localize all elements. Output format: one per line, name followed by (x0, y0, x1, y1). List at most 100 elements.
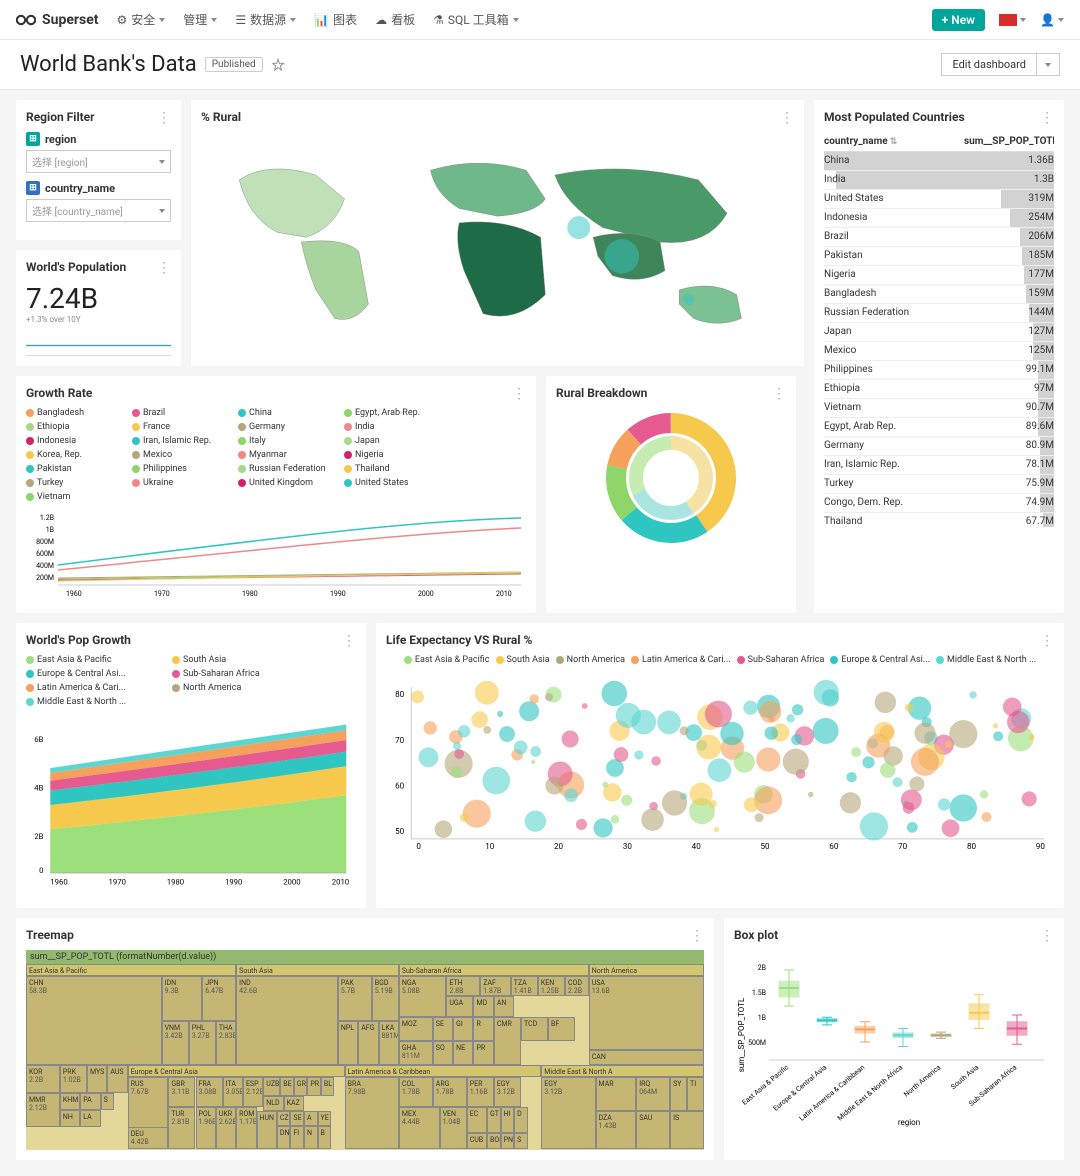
legend-item[interactable]: Iran, Islamic Rep. (132, 436, 232, 446)
table-row[interactable]: Japan127M (824, 323, 1054, 342)
legend-item[interactable]: Latin America & Cari... (631, 655, 731, 665)
svg-text:1980: 1980 (167, 878, 184, 887)
legend-item[interactable]: Nigeria (344, 450, 444, 460)
panel-menu-icon[interactable] (690, 928, 704, 944)
legend-item[interactable]: Korea, Rep. (26, 450, 126, 460)
legend-item[interactable]: Pakistan (26, 464, 126, 474)
panel-menu-icon[interactable] (1040, 928, 1054, 944)
table-row[interactable]: Egypt, Arab Rep.89.6M (824, 418, 1054, 437)
table-row[interactable]: Brazil206M (824, 228, 1054, 247)
panel-menu-icon[interactable] (157, 260, 171, 276)
growth-line-chart[interactable]: 1.2B 1B 800M 600M 400M 200M 1960 1970 19… (26, 510, 526, 600)
country-select[interactable]: 选择 [country_name] (26, 199, 171, 222)
nav-charts[interactable]: 📊图表 (314, 11, 357, 28)
table-row[interactable]: Iran, Islamic Rep.78.1M (824, 456, 1054, 475)
panel-menu-icon[interactable] (1040, 633, 1054, 649)
legend-item[interactable]: North America (556, 655, 625, 665)
legend-item[interactable]: Middle East & North ... (936, 655, 1036, 665)
star-icon[interactable] (271, 58, 285, 72)
legend-item[interactable]: Sub-Saharan Africa (172, 669, 312, 679)
legend-item[interactable]: Brazil (132, 408, 232, 418)
legend-item[interactable]: France (132, 422, 232, 432)
legend-item[interactable]: Ukraine (132, 478, 232, 488)
legend-item[interactable]: North America (172, 683, 312, 693)
legend-item[interactable]: South Asia (496, 655, 550, 665)
legend-item[interactable]: Egypt, Arab Rep. (344, 408, 444, 418)
panel-menu-icon[interactable] (780, 110, 794, 126)
edit-dashboard-button[interactable]: Edit dashboard (941, 53, 1037, 76)
legend-item[interactable]: Sub-Saharan Africa (737, 655, 825, 665)
filter-type-icon: ⊞ (26, 132, 40, 146)
table-row[interactable]: China1.36B (824, 152, 1054, 171)
legend-item[interactable]: Japan (344, 436, 444, 446)
scatter-chart[interactable]: 80 70 60 50 0102030405060708090 (386, 673, 1054, 853)
sparkline (26, 336, 171, 356)
col-pop[interactable]: sum__SP_POP_TOTL⇅ (964, 136, 1054, 147)
col-country[interactable]: country_name⇅ (824, 136, 964, 147)
region-select[interactable]: 选择 [region] (26, 150, 171, 173)
legend-item[interactable]: Myanmar (238, 450, 338, 460)
table-row[interactable]: Vietnam90.7M (824, 399, 1054, 418)
boxplot-chart[interactable]: sum__SP_POP_TOTL 2B 1.5B 1B 500M region … (734, 950, 1054, 1130)
svg-text:Latin America & Caribbean: Latin America & Caribbean (798, 1063, 867, 1122)
legend-item[interactable]: Vietnam (26, 492, 126, 502)
table-row[interactable]: United States319M (824, 190, 1054, 209)
table-row[interactable]: Bangladesh159M (824, 285, 1054, 304)
donut-chart[interactable] (601, 408, 741, 548)
legend-item[interactable]: United Kingdom (238, 478, 338, 488)
legend-item[interactable]: Thailand (344, 464, 444, 474)
user-menu[interactable]: 👤 (1040, 13, 1064, 27)
legend-item[interactable]: Europe & Central Asi... (830, 655, 930, 665)
panel-menu-icon[interactable] (1040, 110, 1054, 126)
table-row[interactable]: Ethiopia97M (824, 380, 1054, 399)
panel-menu-icon[interactable] (772, 386, 786, 402)
legend-item[interactable]: Russian Federation (238, 464, 338, 474)
table-row[interactable]: Congo, Dem. Rep.74.9M (824, 494, 1054, 513)
nav-dashboards[interactable]: ☁看板 (375, 11, 415, 28)
legend-item[interactable]: Philippines (132, 464, 232, 474)
table-row[interactable]: Thailand67.7M (824, 513, 1054, 527)
edit-dropdown-button[interactable] (1037, 53, 1060, 76)
table-row[interactable]: Turkey75.9M (824, 475, 1054, 494)
legend-item[interactable]: China (238, 408, 338, 418)
panel-menu-icon[interactable] (342, 633, 356, 649)
legend-item[interactable]: Turkey (26, 478, 126, 488)
table-row[interactable]: Philippines99.1M (824, 361, 1054, 380)
panel-menu-icon[interactable] (157, 110, 171, 126)
legend-item[interactable]: Europe & Central Asi... (26, 669, 166, 679)
area-chart[interactable]: 6B 4B 2B 0 196019701980199020002010 (26, 715, 356, 895)
legend-item[interactable]: East Asia & Pacific (404, 655, 490, 665)
treemap-chart[interactable]: sum__SP_POP_TOTL (formatNumber(d.value))… (26, 950, 704, 1150)
legend-item[interactable]: South Asia (172, 655, 312, 665)
legend-item[interactable]: Italy (238, 436, 338, 446)
nav-sqllab[interactable]: ⚗SQL 工具箱 (433, 11, 519, 28)
legend-item[interactable]: Mexico (132, 450, 232, 460)
legend-item[interactable]: Middle East & North ... (26, 697, 166, 707)
nav-sources[interactable]: ☰数据源 (235, 11, 296, 28)
new-button[interactable]: +New (932, 9, 985, 31)
legend-item[interactable]: United States (344, 478, 444, 488)
world-map-chart[interactable] (201, 132, 794, 352)
legend-item[interactable]: Indonesia (26, 436, 126, 446)
filter-label: region (45, 133, 76, 146)
table-row[interactable]: Indonesia254M (824, 209, 1054, 228)
panel-menu-icon[interactable] (512, 386, 526, 402)
svg-text:1990: 1990 (225, 878, 242, 887)
legend-item[interactable]: Ethiopia (26, 422, 126, 432)
legend-item[interactable]: India (344, 422, 444, 432)
table-row[interactable]: Nigeria177M (824, 266, 1054, 285)
table-row[interactable]: India1.3B (824, 171, 1054, 190)
table-row[interactable]: Pakistan185M (824, 247, 1054, 266)
table-row[interactable]: Germany80.9M (824, 437, 1054, 456)
legend-item[interactable]: Latin America & Cari... (26, 683, 166, 693)
brand[interactable]: Superset (16, 12, 99, 28)
legend-item[interactable]: Germany (238, 422, 338, 432)
legend-item[interactable]: Bangladesh (26, 408, 126, 418)
nav-security[interactable]: ⚙安全 (117, 11, 166, 28)
table-row[interactable]: Mexico125M (824, 342, 1054, 361)
boxplot-panel: Box plot sum__SP_POP_TOTL 2B 1.5B 1B 500… (724, 918, 1064, 1160)
nav-manage[interactable]: 管理 (183, 11, 217, 28)
table-row[interactable]: Russian Federation144M (824, 304, 1054, 323)
language-selector[interactable] (999, 14, 1026, 26)
legend-item[interactable]: East Asia & Pacific (26, 655, 166, 665)
